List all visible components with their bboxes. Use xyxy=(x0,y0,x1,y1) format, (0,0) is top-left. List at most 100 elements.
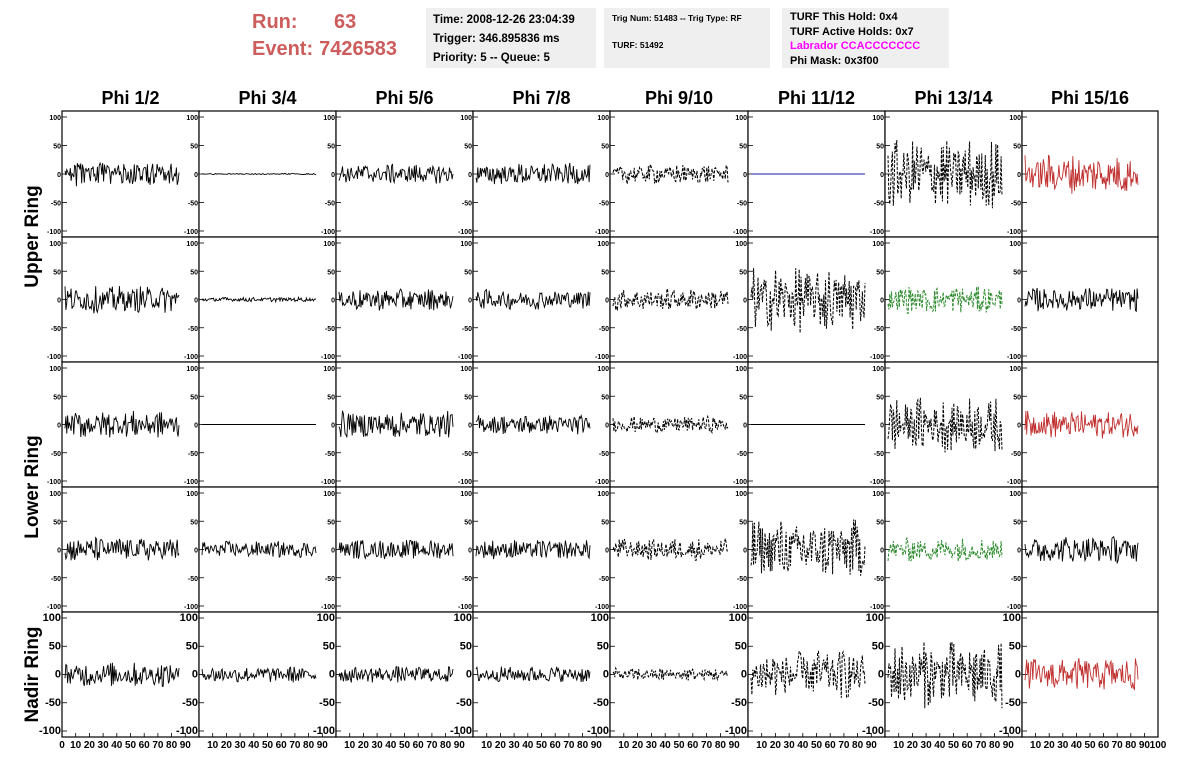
y-tick-label: 0 xyxy=(57,298,61,305)
y-tick-label: -100 xyxy=(595,229,609,236)
y-tick-label: 50 xyxy=(190,519,198,526)
y-tick-label: -100 xyxy=(321,479,335,486)
y-tick-label: 50 xyxy=(464,144,472,151)
y-tick-label: 0 xyxy=(743,172,747,179)
waveform-panel: 100 50 0 -50 -100 xyxy=(1007,361,1159,488)
row-title: Nadir Ring xyxy=(22,626,43,722)
x-tick-label: 80 xyxy=(440,740,452,751)
waveform-panel: 100 50 0 -50 -100 xyxy=(321,361,474,488)
waveform-panel: 100 50 0 -50 -100 xyxy=(1007,110,1159,238)
y-tick-label: 0 xyxy=(743,298,747,305)
y-tick-label: -100 xyxy=(587,725,609,737)
y-tick-label: -50 xyxy=(188,451,198,458)
x-tick-label: 40 xyxy=(660,740,672,751)
column-title: Phi 9/10 xyxy=(645,88,713,108)
waveform-panel: 100 50 0 -50 -100 xyxy=(587,611,749,738)
time-line: Time: 2008-12-26 23:04:39 xyxy=(433,14,575,26)
waveform-panel: 100 50 0 -50 -100 xyxy=(39,611,200,738)
y-tick-label: 0 xyxy=(1017,423,1021,430)
waveform-panel: 100 50 0 -50 -100 xyxy=(595,361,749,488)
y-tick-label: -50 xyxy=(51,326,61,333)
x-tick-label: 80 xyxy=(852,740,864,751)
waveform-trace xyxy=(475,162,591,185)
waveform-trace xyxy=(201,295,317,304)
x-tick-label: 80 xyxy=(1125,740,1137,751)
y-tick-label: -100 xyxy=(870,354,884,361)
turf-info-box: TURF This Hold: 0x4 TURF Active Holds: 0… xyxy=(782,8,949,68)
y-tick-label: 100 xyxy=(735,366,747,373)
waveform-trace xyxy=(612,164,729,185)
y-tick-label: 50 xyxy=(739,519,747,526)
y-tick-label: 100 xyxy=(597,491,609,498)
panel-frame xyxy=(884,486,1023,613)
waveform-panel: 100 50 0 -50 -100 xyxy=(321,236,474,363)
waveform-trace xyxy=(338,163,454,185)
y-tick-label: 100 xyxy=(597,115,609,122)
y-tick-label: -50 xyxy=(51,451,61,458)
y-tick-label: 50 xyxy=(872,640,884,652)
y-tick-label: 50 xyxy=(1013,519,1021,526)
y-tick-label: -50 xyxy=(51,576,61,583)
waveform-panel: 100 50 0 -50 -100 xyxy=(595,110,749,238)
y-tick-label: -100 xyxy=(47,354,61,361)
waveform-trace xyxy=(612,538,729,561)
x-tick-label: 30 xyxy=(235,740,247,751)
y-tick-label: 0 xyxy=(55,669,61,681)
waveform-trace xyxy=(887,139,1003,209)
x-tick-label: 50 xyxy=(125,740,137,751)
x-tick-label: 70 xyxy=(426,740,438,751)
y-tick-label: -50 xyxy=(462,326,472,333)
y-tick-label: 50 xyxy=(327,519,335,526)
column-title: Phi 5/6 xyxy=(375,88,433,108)
y-tick-label: -100 xyxy=(184,229,198,236)
waveform-panel: 100 50 0 -50 -100 xyxy=(733,361,886,488)
y-tick-label: 100 xyxy=(323,241,335,248)
y-tick-label: -100 xyxy=(458,479,472,486)
y-tick-label: 0 xyxy=(741,669,747,681)
y-tick-label: 0 xyxy=(605,423,609,430)
x-tick-label: 80 xyxy=(989,740,1001,751)
waveform-trace xyxy=(887,397,1003,453)
y-tick-label: -50 xyxy=(737,451,747,458)
y-tick-label: -50 xyxy=(325,576,335,583)
x-tick-label: 50 xyxy=(948,740,960,751)
x-tick-label: 20 xyxy=(632,740,644,751)
x-tick-label: 80 xyxy=(577,740,589,751)
column-title: Phi 1/2 xyxy=(101,88,159,108)
y-tick-label: -100 xyxy=(176,725,198,737)
waveform-panel: 100 50 0 -50 -100 xyxy=(47,236,200,363)
y-tick-label: 0 xyxy=(1017,548,1021,555)
waveform-panel: 100 50 0 -50 -100 xyxy=(1007,486,1159,613)
waveform-panel: 100 50 0 -50 -100 xyxy=(870,486,1023,613)
y-tick-label: -50 xyxy=(325,451,335,458)
x-tick-label: 80 xyxy=(166,740,178,751)
x-tick-label: 90 xyxy=(1139,740,1151,751)
y-tick-label: 100 xyxy=(317,612,335,624)
y-tick-label: -50 xyxy=(188,201,198,208)
x-tick-label: 70 xyxy=(975,740,987,751)
waveform-panel: 100 50 0 -50 -100 xyxy=(862,611,1023,738)
waveform-panel: 100 50 0 -50 -100 xyxy=(870,361,1023,488)
column-title: Phi 11/12 xyxy=(778,88,855,108)
y-tick-label: 50 xyxy=(186,640,198,652)
y-tick-label: -100 xyxy=(725,725,747,737)
column-title: Phi 15/16 xyxy=(1051,88,1129,108)
y-tick-label: -50 xyxy=(874,451,884,458)
y-tick-label: -50 xyxy=(456,697,472,709)
y-tick-label: 0 xyxy=(466,669,472,681)
panel-frame xyxy=(198,611,337,738)
y-tick-label: 100 xyxy=(186,241,198,248)
y-tick-label: 100 xyxy=(1009,241,1021,248)
y-tick-label: 100 xyxy=(735,491,747,498)
y-tick-label: 0 xyxy=(331,172,335,179)
y-tick-label: 100 xyxy=(735,115,747,122)
x-tick-label: 80 xyxy=(303,740,315,751)
turf-line: TURF: 51492 xyxy=(612,40,664,50)
x-tick-label: 30 xyxy=(921,740,933,751)
waveform-trace xyxy=(1024,535,1139,564)
y-tick-label: 100 xyxy=(186,491,198,498)
y-tick-label: 50 xyxy=(327,394,335,401)
y-tick-label: 50 xyxy=(53,269,61,276)
y-tick-label: 50 xyxy=(876,269,884,276)
y-tick-label: 100 xyxy=(460,491,472,498)
